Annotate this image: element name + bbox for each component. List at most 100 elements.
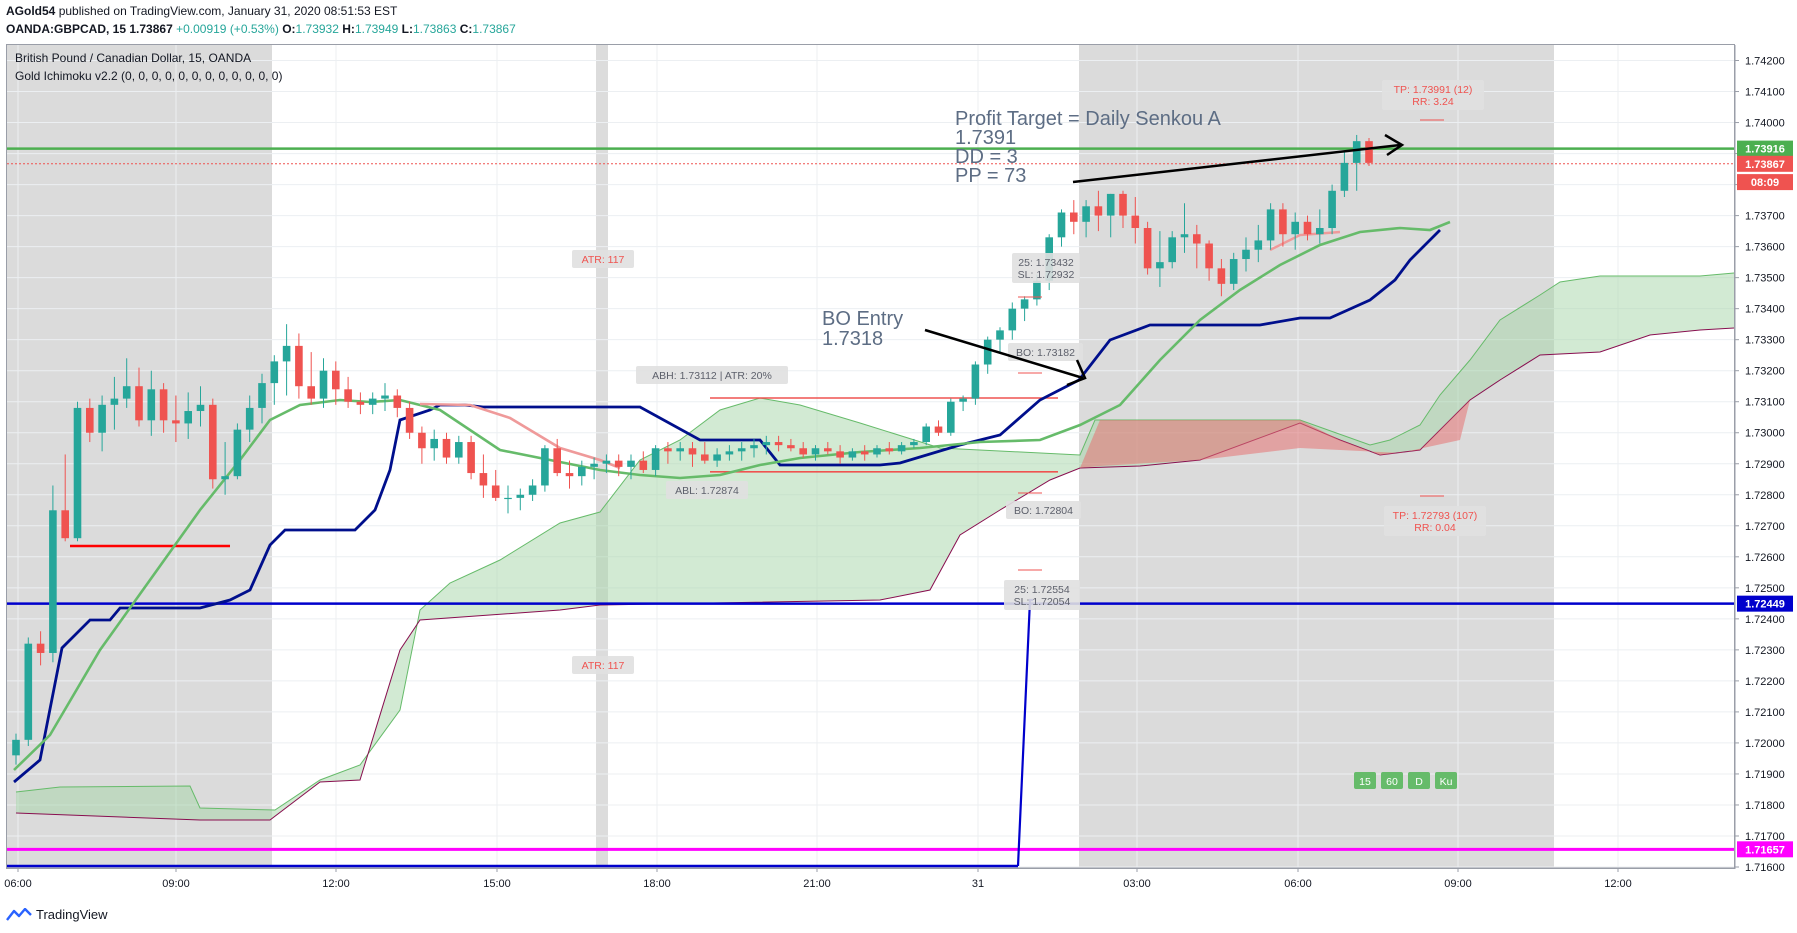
chart-frame [6,44,1735,869]
candle-body [1229,259,1238,284]
sl-upper-label: 25: 1.73432 [1018,257,1074,269]
tradingview-logo-icon [6,907,32,921]
candle-body [774,442,783,446]
candle-body [590,463,598,467]
candle-body [24,643,33,740]
price-tick-label: 1.73400 [1745,304,1785,316]
candle-body [787,445,795,449]
price-tick-label: 1.73100 [1745,397,1785,409]
price-tag [1737,841,1793,858]
sl-lower-label: 25: 1.72554 [1014,584,1070,596]
candle-body [996,330,1004,340]
abl-label-box [666,481,748,499]
candle-body [1205,243,1213,269]
open-value: 1.73932 [295,22,339,36]
candle-body [1254,240,1263,250]
time-tick-label: 31 [972,878,984,890]
price-tick-label: 1.73500 [1745,273,1785,285]
time-tick-label: 15:00 [483,878,511,890]
time-tick-label: 21:00 [803,878,831,890]
candle-body [688,448,697,455]
price-tick-label: 1.72200 [1745,676,1785,688]
candle-body [245,407,254,430]
legend-title: British Pound / Canadian Dollar, 15, OAN… [15,51,252,65]
author-name[interactable]: AGold54 [6,4,56,18]
kumo-cloud-bear [1080,400,1470,468]
candle-body [750,445,758,449]
candle-body [73,407,82,539]
tenkan-sen-line [13,220,1451,771]
price-tick-label: 1.73000 [1745,428,1785,440]
candle-body [1082,206,1090,222]
candle-body [1156,262,1164,269]
candle-body [516,494,525,498]
price-tick-label: 1.72100 [1745,707,1785,719]
time-tick-label: 06:00 [4,878,32,890]
footer-brand[interactable]: TradingView [6,907,108,922]
candle-body [418,432,426,449]
short-ma-line-2 [1269,230,1341,252]
candle-body [467,442,475,474]
candle-body [885,448,894,452]
candle-body [664,448,672,452]
candle-body [959,398,967,402]
candle-body [1008,308,1017,331]
bo-upper-label: BO: 1.73182 [1016,347,1075,359]
candle-body [196,404,205,412]
candle-body [455,442,463,458]
time-tick-label: 18:00 [643,878,671,890]
candle-body [1094,206,1103,216]
candle-body [12,739,20,756]
bo-entry-note: BO Entry [822,308,903,330]
candle-body [811,448,820,455]
candle-body [344,389,352,402]
timeframe-badge [1435,772,1457,789]
senkou-b-line [15,327,1735,821]
candle-body [799,448,807,455]
high-value: 1.73949 [354,22,399,36]
candle-body [393,395,402,408]
candle-body [504,497,512,500]
price-tick-label: 1.72000 [1745,738,1785,750]
candle-body [1106,193,1115,216]
kijun-sen-line [13,229,1441,784]
candle-body [1242,249,1250,260]
candle-body [479,473,488,486]
bo-lower-label-box [1006,501,1081,519]
price-tick-label: 1.72600 [1745,552,1785,564]
low-label: L: [401,22,413,36]
candle-body [541,448,549,486]
atr-label-bottom: ATR: 117 [582,660,625,672]
atr-label-bottom-box [572,656,634,674]
candle-body [122,386,131,399]
high-label: H: [342,22,355,36]
candle-body [848,451,857,458]
candle-body [947,401,955,433]
candle-body [221,476,229,480]
candle-body [61,510,69,539]
candle-body [147,389,156,421]
profit-target-note: PP = 73 [955,165,1026,187]
price-tick-label: 1.73300 [1745,335,1785,347]
candle-body [1193,234,1201,244]
publish-text: published on TradingView.com, January 31… [58,4,398,18]
candle-body [1020,299,1029,309]
price-tick-label: 1.74000 [1745,118,1785,130]
timeframe-badge-label: 15 [1359,776,1371,788]
candle-body [332,370,340,390]
price-tick-label: 1.71600 [1745,862,1785,874]
tp-upper-label-box [1382,80,1484,110]
candle-body [258,383,266,408]
price-tick-label: 1.71800 [1745,800,1785,812]
candle-body [1119,193,1127,216]
bo-entry-note: 1.7318 [822,328,883,350]
tp-lower-label-box [1384,506,1486,536]
publish-line: AGold54 published on TradingView.com, Ja… [6,4,397,18]
time-tick-label: 09:00 [1444,878,1472,890]
candle-body [319,370,328,399]
candle-body [491,485,500,498]
candle-body [1279,209,1287,235]
open-label: O: [282,22,296,36]
candle-body [897,445,906,452]
